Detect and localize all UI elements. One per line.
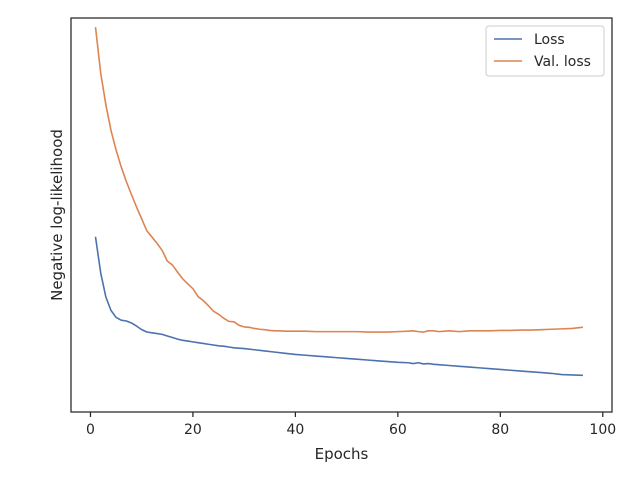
- y-axis-label: Negative log-likelihood: [48, 129, 66, 301]
- plot-frame: [70, 17, 613, 413]
- x-tick-label: 80: [491, 422, 509, 438]
- x-axis-label: Epochs: [315, 445, 369, 463]
- x-tick-label: 40: [286, 422, 304, 438]
- legend-label-0: Loss: [534, 32, 565, 48]
- plot-lines: [94, 27, 584, 377]
- x-tick-label: 100: [589, 422, 616, 438]
- legend-label-1: Val. loss: [534, 54, 591, 70]
- legend: Loss Val. loss: [485, 25, 605, 77]
- series-line-loss: [94, 236, 584, 377]
- x-axis-ticks: 0 20 40 60 80 100: [86, 412, 616, 438]
- x-tick-label: 0: [86, 422, 95, 438]
- x-tick-label: 20: [184, 422, 202, 438]
- series-line-val-loss: [94, 27, 584, 333]
- x-tick-label: 60: [389, 422, 407, 438]
